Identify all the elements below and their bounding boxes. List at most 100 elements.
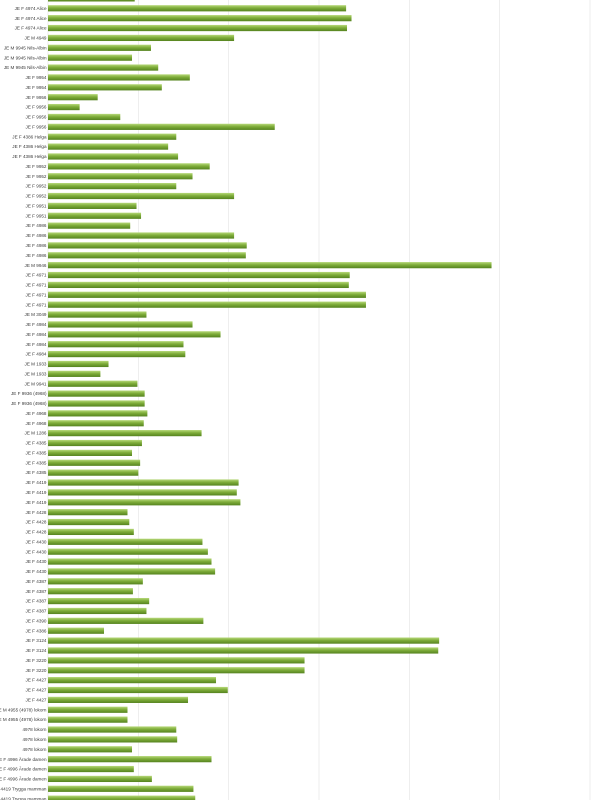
bar: [48, 64, 159, 71]
bar: [48, 222, 131, 229]
bar: [48, 746, 133, 753]
category-tick-label: JE F 4430: [26, 549, 47, 554]
category-tick-label: JE M 9946: [25, 263, 47, 268]
bar: [48, 242, 247, 249]
category-tick-label: JE F 4986: [26, 253, 47, 258]
bar: [48, 192, 235, 200]
category-tick-label: JE F 4984: [26, 352, 47, 357]
bar: [48, 370, 101, 377]
category-tick-label: JE F 4386 Helga: [12, 134, 47, 139]
category-tick-label: JE M 1933: [25, 371, 47, 376]
bar: [48, 54, 133, 61]
bar: [48, 350, 186, 358]
bars: [48, 0, 492, 800]
category-tick-label: JE F 3124: [26, 638, 47, 643]
category-tick-label: JE F 4419: [26, 490, 47, 495]
category-tick-label: JE F 4390: [26, 618, 47, 623]
category-labels: JE F 4974 Alice JE F 4974 Alice JE F 4974 …: [0, 6, 47, 800]
bar: [48, 736, 178, 743]
bar: [48, 627, 105, 634]
category-tick-label: JE F 4386 Helga: [12, 144, 47, 149]
category-tick-label: JE M 1286: [25, 431, 47, 436]
category-tick-label: JE M 9941: [25, 381, 47, 386]
bar: [48, 637, 440, 644]
bar: [48, 607, 147, 615]
bar: [48, 15, 352, 22]
category-tick-label: JE F 4385: [26, 470, 47, 475]
category-tick-label: JE F 9956: [26, 95, 47, 100]
bar: [48, 360, 109, 368]
bar: [48, 24, 348, 32]
bar: [48, 667, 305, 674]
bar: [48, 449, 133, 456]
category-tick-label: JE F 4387: [26, 609, 47, 614]
category-tick-label: JE F 4428: [26, 520, 47, 525]
bar: [48, 44, 151, 51]
bar: [48, 380, 138, 387]
bar: [48, 696, 189, 703]
category-tick-label: JE F 4385: [26, 450, 47, 455]
category-tick-label: JE F 3220: [26, 658, 47, 663]
bar: [48, 785, 194, 792]
category-tick-label: JE F 4427: [26, 688, 47, 693]
bar: [48, 202, 137, 209]
bar: [48, 795, 196, 800]
bar: [48, 775, 152, 783]
bar: [48, 756, 212, 763]
category-tick-label: JE F 4984: [26, 332, 47, 337]
category-tick-label: JE F 4427: [26, 678, 47, 683]
bar: [48, 291, 366, 298]
bar: [48, 430, 202, 437]
bar: [48, 153, 179, 160]
category-tick-label: JE F 4419 Trygga mamman: [0, 796, 47, 800]
bar: [48, 439, 142, 447]
bar: [48, 311, 147, 318]
category-tick-label: JE F 9956: [26, 115, 47, 120]
category-tick-label: JE F 4430: [26, 569, 47, 574]
bar: [48, 163, 210, 170]
category-tick-label: JE F 9951: [26, 213, 47, 218]
category-tick-label: JE F 4385: [26, 460, 47, 465]
category-tick-label: JE F 4419: [26, 500, 47, 505]
category-tick-label: JE M 9945 Nils-Albin: [4, 45, 47, 50]
category-tick-label: JE F 4971: [26, 273, 47, 278]
bar: [48, 459, 141, 466]
category-tick-label: JE F 4428: [26, 510, 47, 515]
bar: [48, 706, 128, 713]
category-tick-label: JE F 4996 Ärade damen: [0, 766, 47, 772]
category-tick-label: JE F 4968: [26, 411, 47, 416]
bar: [48, 509, 128, 516]
category-tick-label: JE M 4949: [25, 36, 47, 41]
category-tick-label: JE F 9936 (4968): [11, 401, 47, 406]
category-tick-label: JE F 4430: [26, 559, 47, 564]
bar: [48, 341, 184, 348]
bar: [48, 528, 134, 536]
category-tick-label: JE F 9952: [26, 164, 47, 169]
category-tick-label: JE F 3220: [26, 668, 47, 673]
category-tick-label: JE F 4986: [26, 223, 47, 228]
bar: [48, 677, 217, 684]
bar: [48, 420, 144, 427]
category-tick-label: JE F 4387: [26, 589, 47, 594]
bar: [48, 252, 246, 259]
category-tick-label: JE F 4385: [26, 441, 47, 446]
category-tick-label: JE M 1933: [25, 362, 47, 367]
category-tick-label: JE M 9945 Nils-Albin: [4, 55, 47, 60]
category-tick-label: JE F 9952: [26, 174, 47, 179]
category-tick-label: JE F 4971: [26, 292, 47, 297]
bar: [48, 617, 204, 624]
bar: [48, 34, 235, 42]
bar: [48, 0, 135, 2]
category-tick-label: JE M 3049: [25, 312, 47, 317]
bar: [48, 479, 239, 486]
category-tick-label: JE F 4387: [26, 579, 47, 584]
bar: [48, 133, 177, 140]
category-tick-label: JE F 4386: [26, 628, 47, 633]
category-tick-label: JE F 9951: [26, 203, 47, 208]
bar: [48, 123, 275, 130]
category-tick-label: JE F 9956: [26, 105, 47, 110]
bar: [48, 686, 228, 694]
category-tick-label: JE F 9954: [26, 85, 47, 90]
category-tick-label: JE F 4996 Ärade damen: [0, 776, 47, 782]
